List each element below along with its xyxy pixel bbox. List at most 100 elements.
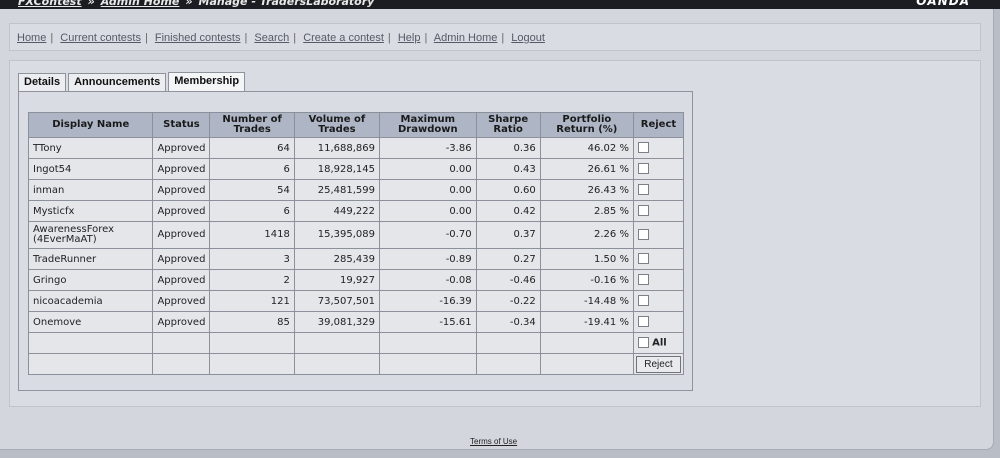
nav-admin-home-link[interactable]: Admin Home	[433, 32, 498, 44]
empty-cell	[475, 353, 541, 375]
cell-status: Approved	[152, 137, 211, 159]
cell-portfolio-return: -14.48 %	[539, 290, 634, 312]
cell-status: Approved	[152, 200, 211, 222]
tab-announcements[interactable]: Announcements	[68, 73, 167, 91]
cell-maximum-drawdown: 0.00	[379, 179, 477, 201]
cell-number-of-trades: 3	[209, 248, 295, 270]
empty-cell	[27, 353, 154, 375]
breadcrumb-fxcontest-link[interactable]: FXContest	[18, 0, 82, 8]
reject-checkbox[interactable]	[637, 274, 649, 286]
reject-checkbox[interactable]	[637, 295, 649, 307]
select-all-row: All	[27, 332, 685, 354]
reject-button[interactable]: Reject	[635, 355, 681, 373]
cell-status: Approved	[152, 248, 211, 270]
column-header-status: Status	[152, 112, 211, 138]
reject-checkbox[interactable]	[637, 205, 649, 217]
cell-maximum-drawdown: 0.00	[379, 158, 477, 180]
select-all-cell: All	[632, 332, 685, 354]
cell-reject	[632, 290, 685, 312]
actions-row: Reject	[27, 353, 685, 375]
reject-checkbox[interactable]	[637, 142, 649, 154]
reject-checkbox[interactable]	[637, 229, 649, 241]
reject-checkbox[interactable]	[637, 316, 649, 328]
cell-number-of-trades: 6	[209, 158, 295, 180]
empty-cell	[27, 332, 154, 354]
table-row: TTony Approved 64 11,688,869 -3.86 0.36 …	[27, 137, 685, 159]
cell-number-of-trades: 6	[209, 200, 295, 222]
oanda-logo: OANDA	[916, 0, 970, 8]
empty-cell	[209, 353, 295, 375]
terms-of-use-link[interactable]: Terms of Use	[470, 437, 518, 446]
empty-cell	[379, 332, 477, 354]
column-header-sharpe-ratio: Sharpe Ratio	[475, 112, 541, 138]
cell-reject	[632, 311, 685, 333]
cell-status: Approved	[152, 221, 211, 249]
cell-volume-of-trades: 73,507,501	[293, 290, 381, 312]
empty-cell	[539, 332, 634, 354]
cell-portfolio-return: 2.85 %	[539, 200, 634, 222]
column-header-reject: Reject	[632, 112, 685, 138]
nav-search-link[interactable]: Search	[254, 32, 290, 44]
reject-checkbox[interactable]	[637, 253, 649, 265]
cell-volume-of-trades: 18,928,145	[293, 158, 381, 180]
cell-maximum-drawdown: -3.86	[379, 137, 477, 159]
cell-number-of-trades: 1418	[209, 221, 295, 249]
cell-sharpe-ratio: 0.36	[475, 137, 541, 159]
cell-portfolio-return: 46.02 %	[539, 137, 634, 159]
reject-checkbox[interactable]	[637, 184, 649, 196]
cell-number-of-trades: 64	[209, 137, 295, 159]
cell-display-name: AwarenessForex (4EverMaAT)	[27, 221, 154, 249]
cell-portfolio-return: -19.41 %	[539, 311, 634, 333]
nav-separator: |	[50, 32, 54, 44]
cell-reject	[632, 200, 685, 222]
cell-volume-of-trades: 19,927	[293, 269, 381, 291]
select-all-checkbox[interactable]	[637, 337, 649, 349]
column-header-volume-of-trades: Volume of Trades	[293, 112, 381, 138]
cell-sharpe-ratio: -0.34	[475, 311, 541, 333]
content-area: Details Announcements Membership Display N…	[9, 60, 981, 407]
cell-portfolio-return: 26.43 %	[539, 179, 634, 201]
empty-cell	[293, 332, 381, 354]
cell-reject	[632, 179, 685, 201]
breadcrumb-admin-home-link[interactable]: Admin Home	[100, 0, 180, 8]
breadcrumb-separator: »	[185, 0, 193, 8]
cell-maximum-drawdown: -16.39	[379, 290, 477, 312]
cell-volume-of-trades: 449,222	[293, 200, 381, 222]
nav-logout-link[interactable]: Logout	[511, 32, 545, 44]
cell-status: Approved	[152, 311, 211, 333]
empty-cell	[209, 332, 295, 354]
cell-sharpe-ratio: 0.43	[475, 158, 541, 180]
top-header-bar: FXContest » Admin Home » Manage - TradersLab…	[0, 0, 1000, 9]
tab-bar: Details Announcements Membership	[18, 72, 247, 91]
breadcrumb-current-page: Manage - TradersLaboratory	[198, 0, 375, 8]
table-row: Ingot54 Approved 6 18,928,145 0.00 0.43 …	[27, 158, 685, 180]
cell-number-of-trades: 54	[209, 179, 295, 201]
cell-sharpe-ratio: 0.60	[475, 179, 541, 201]
cell-display-name: Onemove	[27, 311, 154, 333]
tab-details[interactable]: Details	[18, 73, 67, 91]
cell-number-of-trades: 2	[209, 269, 295, 291]
reject-checkbox[interactable]	[637, 163, 649, 175]
membership-table: Display Name Status Number of Trades Vol…	[27, 112, 685, 375]
table-row: AwarenessForex (4EverMaAT) Approved 1418 …	[27, 221, 685, 249]
cell-status: Approved	[152, 179, 211, 201]
cell-number-of-trades: 85	[209, 311, 295, 333]
table-row: nicoacademia Approved 121 73,507,501 -16…	[27, 290, 685, 312]
cell-reject	[632, 158, 685, 180]
cell-sharpe-ratio: -0.46	[475, 269, 541, 291]
column-header-display-name: Display Name	[27, 112, 154, 138]
cell-sharpe-ratio: 0.27	[475, 248, 541, 270]
table-row: Gringo Approved 2 19,927 -0.08 -0.46 -0.…	[27, 269, 685, 291]
top-nav: Home | Current contests | Finished contest…	[9, 23, 981, 51]
nav-help-link[interactable]: Help	[397, 32, 421, 44]
nav-finished-contests-link[interactable]: Finished contests	[154, 32, 241, 44]
tab-membership[interactable]: Membership	[168, 72, 246, 91]
nav-create-contest-link[interactable]: Create a contest	[303, 32, 384, 44]
column-header-portfolio-return: Portfolio Return (%)	[539, 112, 634, 138]
cell-volume-of-trades: 285,439	[293, 248, 381, 270]
cell-volume-of-trades: 15,395,089	[293, 221, 381, 249]
empty-cell	[293, 353, 381, 375]
nav-separator: |	[501, 32, 505, 44]
nav-home-link[interactable]: Home	[17, 32, 47, 44]
nav-current-contests-link[interactable]: Current contests	[60, 32, 141, 44]
